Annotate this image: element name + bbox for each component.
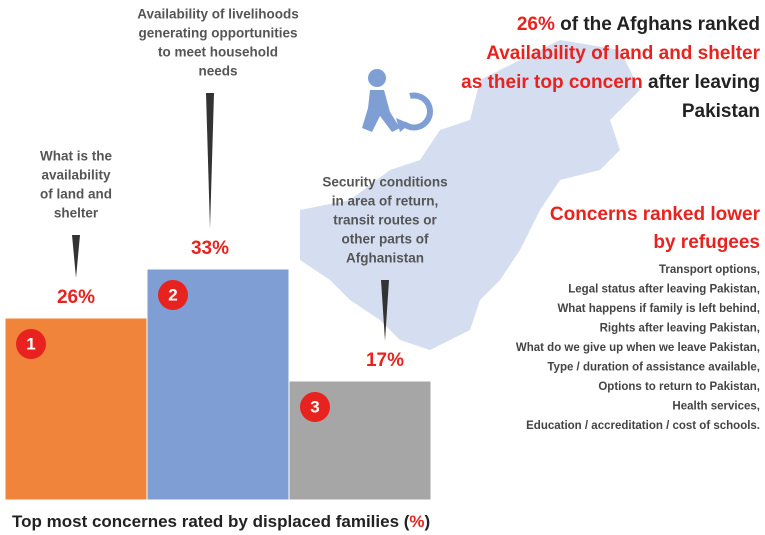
- lower-item: Health services,: [672, 401, 760, 413]
- category-label: generating opportunities: [138, 26, 297, 41]
- lower-item: Options to return to Pakistan,: [598, 381, 760, 393]
- category-label: other parts of: [341, 232, 429, 247]
- headline-part: as their top concern: [461, 72, 643, 93]
- lower-item: Type / duration of assistance available,: [547, 362, 760, 374]
- lower-heading: Concerns ranked lower: [550, 204, 761, 225]
- headline-part: 26%: [517, 14, 555, 35]
- headline-line: as their top concern after leaving: [461, 72, 760, 93]
- lower-item: Transport options,: [659, 264, 760, 276]
- pointer: [381, 280, 389, 341]
- lower-item: What do we give up when we leave Pakista…: [516, 342, 760, 354]
- category-label: transit routes or: [333, 213, 437, 228]
- lower-item: Rights after leaving Pakistan,: [600, 323, 760, 335]
- category-label: What is the: [40, 149, 112, 164]
- title-part: %: [409, 512, 424, 531]
- category-label: Security conditions: [322, 175, 447, 190]
- headline-part: of the Afghans ranked: [555, 14, 760, 35]
- pointer: [206, 93, 214, 229]
- category-label: to meet household: [158, 45, 278, 60]
- lower-item: Legal status after leaving Pakistan,: [568, 284, 760, 296]
- category-label: Availability of livelihoods: [137, 7, 299, 22]
- lower-item: Education / accreditation / cost of scho…: [526, 420, 760, 432]
- rank-badge: [300, 392, 330, 422]
- category-label: availability: [41, 168, 111, 183]
- category-label: Afghanistan: [346, 251, 424, 266]
- category-label: needs: [198, 64, 237, 79]
- title-part: Top most concernes rated by displaced fa…: [12, 512, 410, 531]
- category-label: of land and: [40, 187, 112, 202]
- headline-line: Availability of land and shelter: [486, 43, 760, 64]
- rank-badge: [16, 329, 46, 359]
- value-label: 17%: [366, 350, 404, 371]
- value-label: 33%: [191, 238, 229, 259]
- lower-item: What happens if family is left behind,: [557, 303, 760, 315]
- value-label: 26%: [57, 287, 95, 308]
- pointer: [72, 235, 80, 278]
- headline-part: after leaving: [643, 72, 760, 93]
- rank-label: 1: [26, 334, 35, 353]
- lower-heading: by refugees: [653, 232, 760, 253]
- rank-label: 2: [168, 285, 177, 304]
- person-icon: [362, 69, 433, 132]
- map-background: [300, 40, 640, 350]
- category-label: in area of return,: [332, 194, 439, 209]
- rank-label: 3: [310, 397, 319, 416]
- category-label: shelter: [54, 206, 99, 221]
- headline-line: Pakistan: [682, 101, 760, 122]
- title-part: ): [425, 512, 431, 531]
- chart-title: Top most concernes rated by displaced fa…: [12, 512, 430, 531]
- rank-badge: [158, 280, 188, 310]
- headline-line: 26% of the Afghans ranked: [517, 14, 760, 35]
